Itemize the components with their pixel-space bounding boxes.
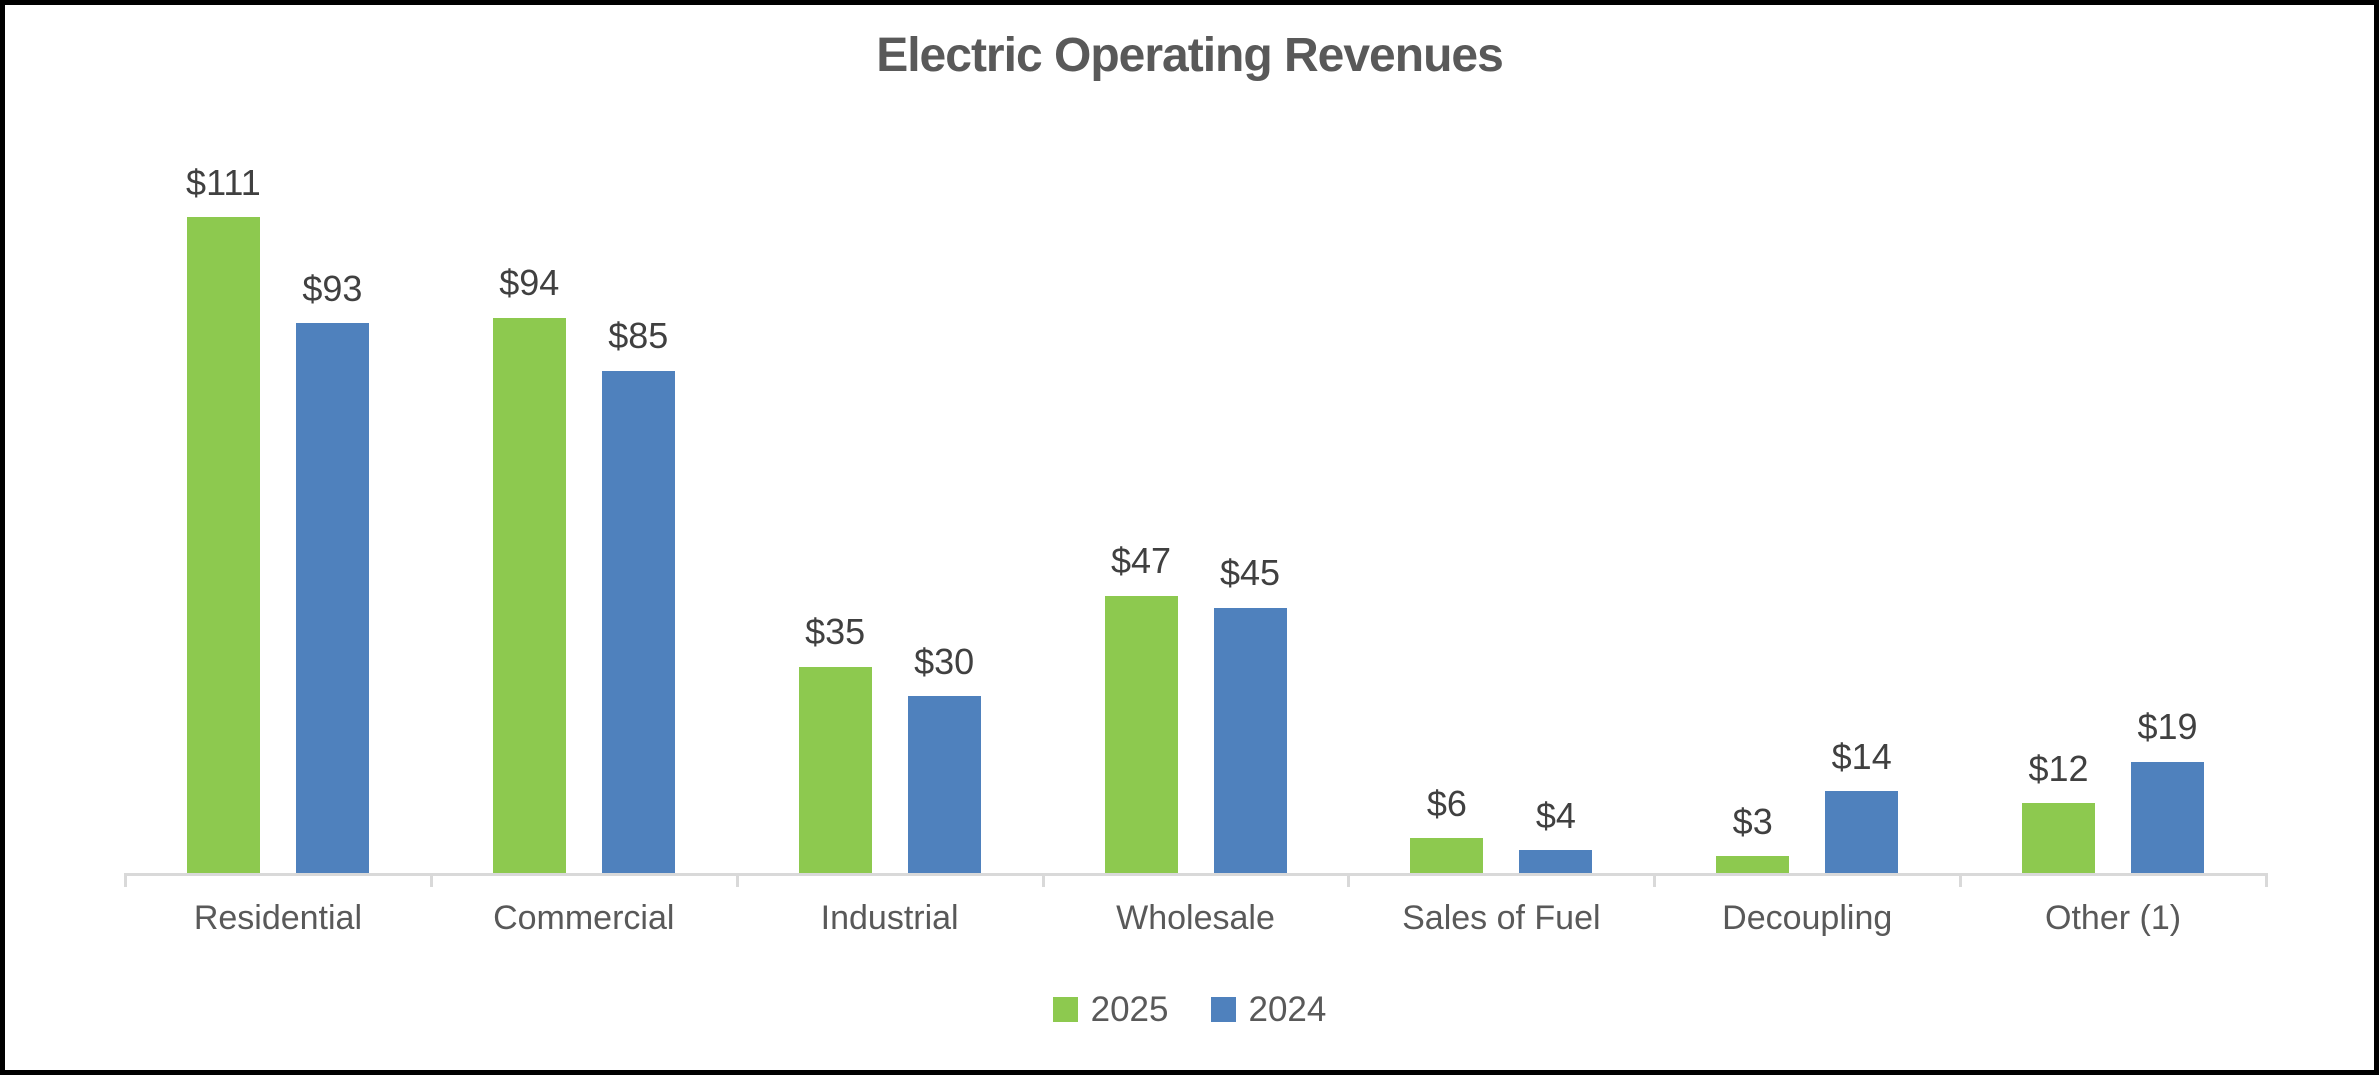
x-axis-tick bbox=[735, 873, 739, 887]
category-label-commercial: Commercial bbox=[493, 899, 675, 937]
bar-2025-commercial bbox=[492, 317, 566, 874]
chart-title: Electric Operating Revenues bbox=[876, 29, 1504, 82]
x-axis-tick bbox=[429, 873, 433, 887]
legend-item-2025: 2025 bbox=[1052, 990, 1169, 1029]
x-axis-tick bbox=[1959, 873, 1963, 887]
data-label-2024-decoupling: $14 bbox=[1831, 735, 1892, 777]
data-label-2024-other-1: $19 bbox=[2137, 706, 2198, 748]
x-axis-tick bbox=[124, 873, 127, 887]
legend-item-2024: 2024 bbox=[1210, 990, 1327, 1029]
category-label-residential: Residential bbox=[193, 899, 363, 937]
bar-2024-other-1 bbox=[2131, 761, 2205, 874]
bar-2024-sales-of-fuel bbox=[1519, 850, 1593, 874]
legend-swatch-2024 bbox=[1210, 997, 1236, 1022]
bar-2025-residential bbox=[186, 216, 260, 874]
bar-2024-industrial bbox=[907, 696, 981, 874]
legend: 2025 2024 bbox=[0, 992, 2379, 1027]
bar-2024-wholesale bbox=[1213, 607, 1287, 874]
data-label-2025-other-1: $12 bbox=[2028, 747, 2089, 789]
legend-swatch-2025 bbox=[1052, 997, 1078, 1022]
data-label-2024-wholesale: $45 bbox=[1219, 552, 1281, 594]
data-label-2025-wholesale: $47 bbox=[1110, 540, 1172, 582]
data-label-2024-residential: $93 bbox=[302, 268, 363, 310]
bar-2025-sales-of-fuel bbox=[1410, 838, 1484, 874]
data-label-2025-residential: $111 bbox=[186, 161, 261, 203]
data-label-2024-commercial: $85 bbox=[608, 315, 669, 357]
data-label-2024-sales-of-fuel: $4 bbox=[1535, 794, 1576, 836]
category-label-other-1: Other (1) bbox=[2045, 899, 2182, 937]
data-label-2025-decoupling: $3 bbox=[1732, 800, 1773, 842]
bar-2025-wholesale bbox=[1104, 595, 1178, 874]
x-axis-tick bbox=[2265, 873, 2268, 887]
x-axis-tick bbox=[1653, 873, 1657, 887]
data-label-2024-industrial: $30 bbox=[914, 641, 975, 683]
bar-2024-commercial bbox=[601, 370, 675, 874]
legend-label-2024: 2024 bbox=[1248, 990, 1327, 1029]
x-axis-tick bbox=[1347, 873, 1351, 887]
legend-label-2025: 2025 bbox=[1090, 990, 1169, 1029]
category-label-wholesale: Wholesale bbox=[1116, 899, 1275, 937]
x-axis-line bbox=[125, 873, 2266, 876]
bar-2025-industrial bbox=[798, 666, 872, 874]
data-label-2025-commercial: $94 bbox=[499, 262, 560, 304]
category-label-decoupling: Decoupling bbox=[1722, 899, 1893, 937]
bar-2025-decoupling bbox=[1716, 856, 1790, 874]
category-label-sales-of-fuel: Sales of Fuel bbox=[1402, 899, 1601, 937]
data-label-2025-sales-of-fuel: $6 bbox=[1426, 783, 1467, 825]
bar-2024-residential bbox=[295, 323, 369, 874]
data-label-2025-industrial: $35 bbox=[805, 611, 866, 653]
x-axis-tick bbox=[1041, 873, 1045, 887]
bar-2025-other-1 bbox=[2022, 802, 2096, 874]
plot-area: $111 $94 $35 $47 $6 $3 $12 $93 $85 $30 $45 $4 $14 $19 bbox=[125, 0, 2266, 874]
bar-2024-decoupling bbox=[1825, 791, 1899, 874]
category-label-industrial: Industrial bbox=[820, 899, 959, 937]
